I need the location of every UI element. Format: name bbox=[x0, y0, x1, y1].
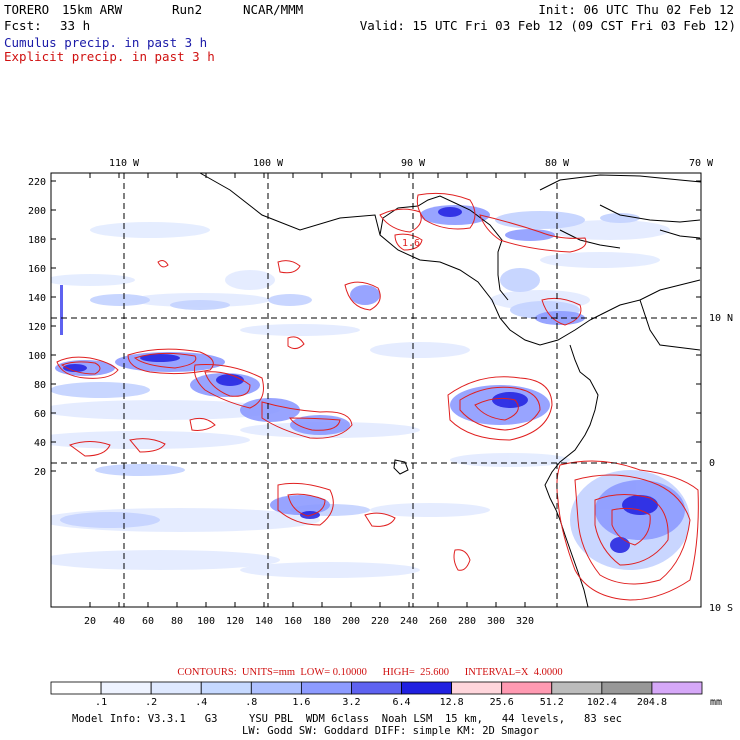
colorbar-swatch bbox=[300, 681, 352, 695]
longitude-label: 100 W bbox=[253, 158, 284, 169]
colorbar-label: 1.6 bbox=[292, 697, 310, 708]
top-longitude-labels: 110 W 100 W 90 W 80 W 70 W bbox=[109, 158, 714, 169]
latitude-label: 10 S bbox=[709, 603, 733, 614]
colorbar-label: 25.6 bbox=[490, 697, 514, 708]
bottom-tick-label: 320 bbox=[516, 616, 534, 627]
colorbar-label: .4 bbox=[195, 697, 207, 708]
colorbar-units: mm bbox=[710, 697, 722, 708]
init-time: Init: 06 UTC Thu 02 Feb 12 bbox=[538, 2, 734, 17]
right-latitude-labels: 10 N 0 10 S bbox=[709, 313, 733, 614]
colorbar-label: .8 bbox=[245, 697, 257, 708]
bottom-tick-label: 200 bbox=[342, 616, 360, 627]
model-info-line1: Model Info: V3.3.1 G3 YSU PBL WDM 6class… bbox=[72, 713, 622, 725]
contour-value-label: 1.6 bbox=[402, 238, 420, 249]
latitude-label: 0 bbox=[709, 458, 715, 469]
colorbar-label: 102.4 bbox=[587, 697, 617, 708]
colorbar-swatch bbox=[501, 681, 553, 695]
left-tick-label: 20 bbox=[34, 467, 46, 478]
colorbar-label: 6.4 bbox=[393, 697, 411, 708]
bottom-tick-label: 300 bbox=[487, 616, 505, 627]
left-tick-label: 100 bbox=[28, 351, 46, 362]
run-label: Run2 bbox=[172, 2, 203, 17]
left-tick-label: 180 bbox=[28, 235, 46, 246]
bottom-axis: 20 40 60 80 100 120 140 160 180 200 220 240 260 280 30… bbox=[84, 173, 534, 627]
left-tick-label: 40 bbox=[34, 438, 46, 449]
coastlines bbox=[199, 172, 702, 608]
bottom-tick-label: 40 bbox=[113, 616, 125, 627]
colorbar-swatch bbox=[401, 681, 453, 695]
longitude-label: 110 W bbox=[109, 158, 140, 169]
colorbar-label: 12.8 bbox=[440, 697, 464, 708]
colorbar-label: 51.2 bbox=[540, 697, 564, 708]
model-name: TORERO bbox=[4, 2, 50, 17]
contour-info: CONTOURS: UNITS=mm LOW= 0.10000 HIGH= 25… bbox=[177, 667, 563, 678]
left-tick-label: 80 bbox=[34, 380, 46, 391]
longitude-label: 90 W bbox=[401, 158, 426, 169]
left-tick-label: 60 bbox=[34, 409, 46, 420]
colorbar-swatch bbox=[551, 681, 603, 695]
colorbar-swatch bbox=[250, 681, 302, 695]
lat-lon-grid bbox=[51, 173, 701, 607]
colorbar-swatch bbox=[50, 681, 102, 695]
colorbar-swatch bbox=[200, 681, 252, 695]
colorbar-swatch bbox=[100, 681, 152, 695]
forecast-label: Fcst: bbox=[4, 18, 42, 33]
explicit-precip-contours bbox=[56, 192, 699, 601]
valid-time: Valid: 15 UTC Fri 03 Feb 12 (09 CST Fri … bbox=[359, 18, 736, 33]
colorbar-swatch bbox=[351, 681, 402, 695]
colorbar-swatch bbox=[451, 681, 503, 695]
bottom-tick-label: 120 bbox=[226, 616, 244, 627]
bottom-tick-label: 160 bbox=[284, 616, 302, 627]
colorbar-label: 204.8 bbox=[637, 697, 667, 708]
bottom-tick-label: 260 bbox=[429, 616, 447, 627]
colorbar-label: .1 bbox=[95, 697, 107, 708]
org-label: NCAR/MMM bbox=[243, 2, 304, 17]
bottom-tick-label: 100 bbox=[197, 616, 215, 627]
field-title-cumulus: Cumulus precip. in past 3 h bbox=[4, 35, 208, 50]
left-tick-label: 160 bbox=[28, 264, 46, 275]
colorbar-swatch bbox=[150, 681, 202, 695]
left-tick-label: 200 bbox=[28, 206, 46, 217]
bottom-tick-label: 60 bbox=[142, 616, 154, 627]
colorbar-swatch bbox=[601, 681, 653, 695]
colorbar-label: 3.2 bbox=[342, 697, 360, 708]
bottom-tick-label: 240 bbox=[400, 616, 418, 627]
bottom-tick-label: 220 bbox=[371, 616, 389, 627]
field-title-explicit: Explicit precip. in past 3 h bbox=[4, 49, 215, 64]
bottom-tick-label: 280 bbox=[458, 616, 476, 627]
left-tick-label: 140 bbox=[28, 293, 46, 304]
longitude-label: 70 W bbox=[689, 158, 714, 169]
longitude-label: 80 W bbox=[545, 158, 570, 169]
bottom-tick-label: 140 bbox=[255, 616, 273, 627]
bottom-tick-label: 20 bbox=[84, 616, 96, 627]
precip-shading bbox=[51, 205, 690, 578]
colorbar-label: .2 bbox=[145, 697, 157, 708]
colorbar-swatch bbox=[651, 681, 703, 695]
bottom-tick-label: 80 bbox=[171, 616, 183, 627]
map-frame bbox=[50, 172, 702, 608]
left-tick-label: 220 bbox=[28, 177, 46, 188]
latitude-label: 10 N bbox=[709, 313, 733, 324]
left-axis: 220 200 180 160 140 120 100 80 60 40 20 bbox=[28, 177, 701, 478]
colorbar: .1 .2 .4 .8 1.6 3.2 6.4 12.8 25.6 51.2 102.4 204.8 m… bbox=[50, 681, 722, 708]
forecast-hours: 33 h bbox=[60, 18, 91, 33]
model-resolution: 15km ARW bbox=[62, 2, 123, 17]
bottom-tick-label: 180 bbox=[313, 616, 331, 627]
model-info-line2: LW: Godd SW: Goddard DIFF: simple KM: 2D… bbox=[242, 725, 540, 737]
left-tick-label: 120 bbox=[28, 322, 46, 333]
